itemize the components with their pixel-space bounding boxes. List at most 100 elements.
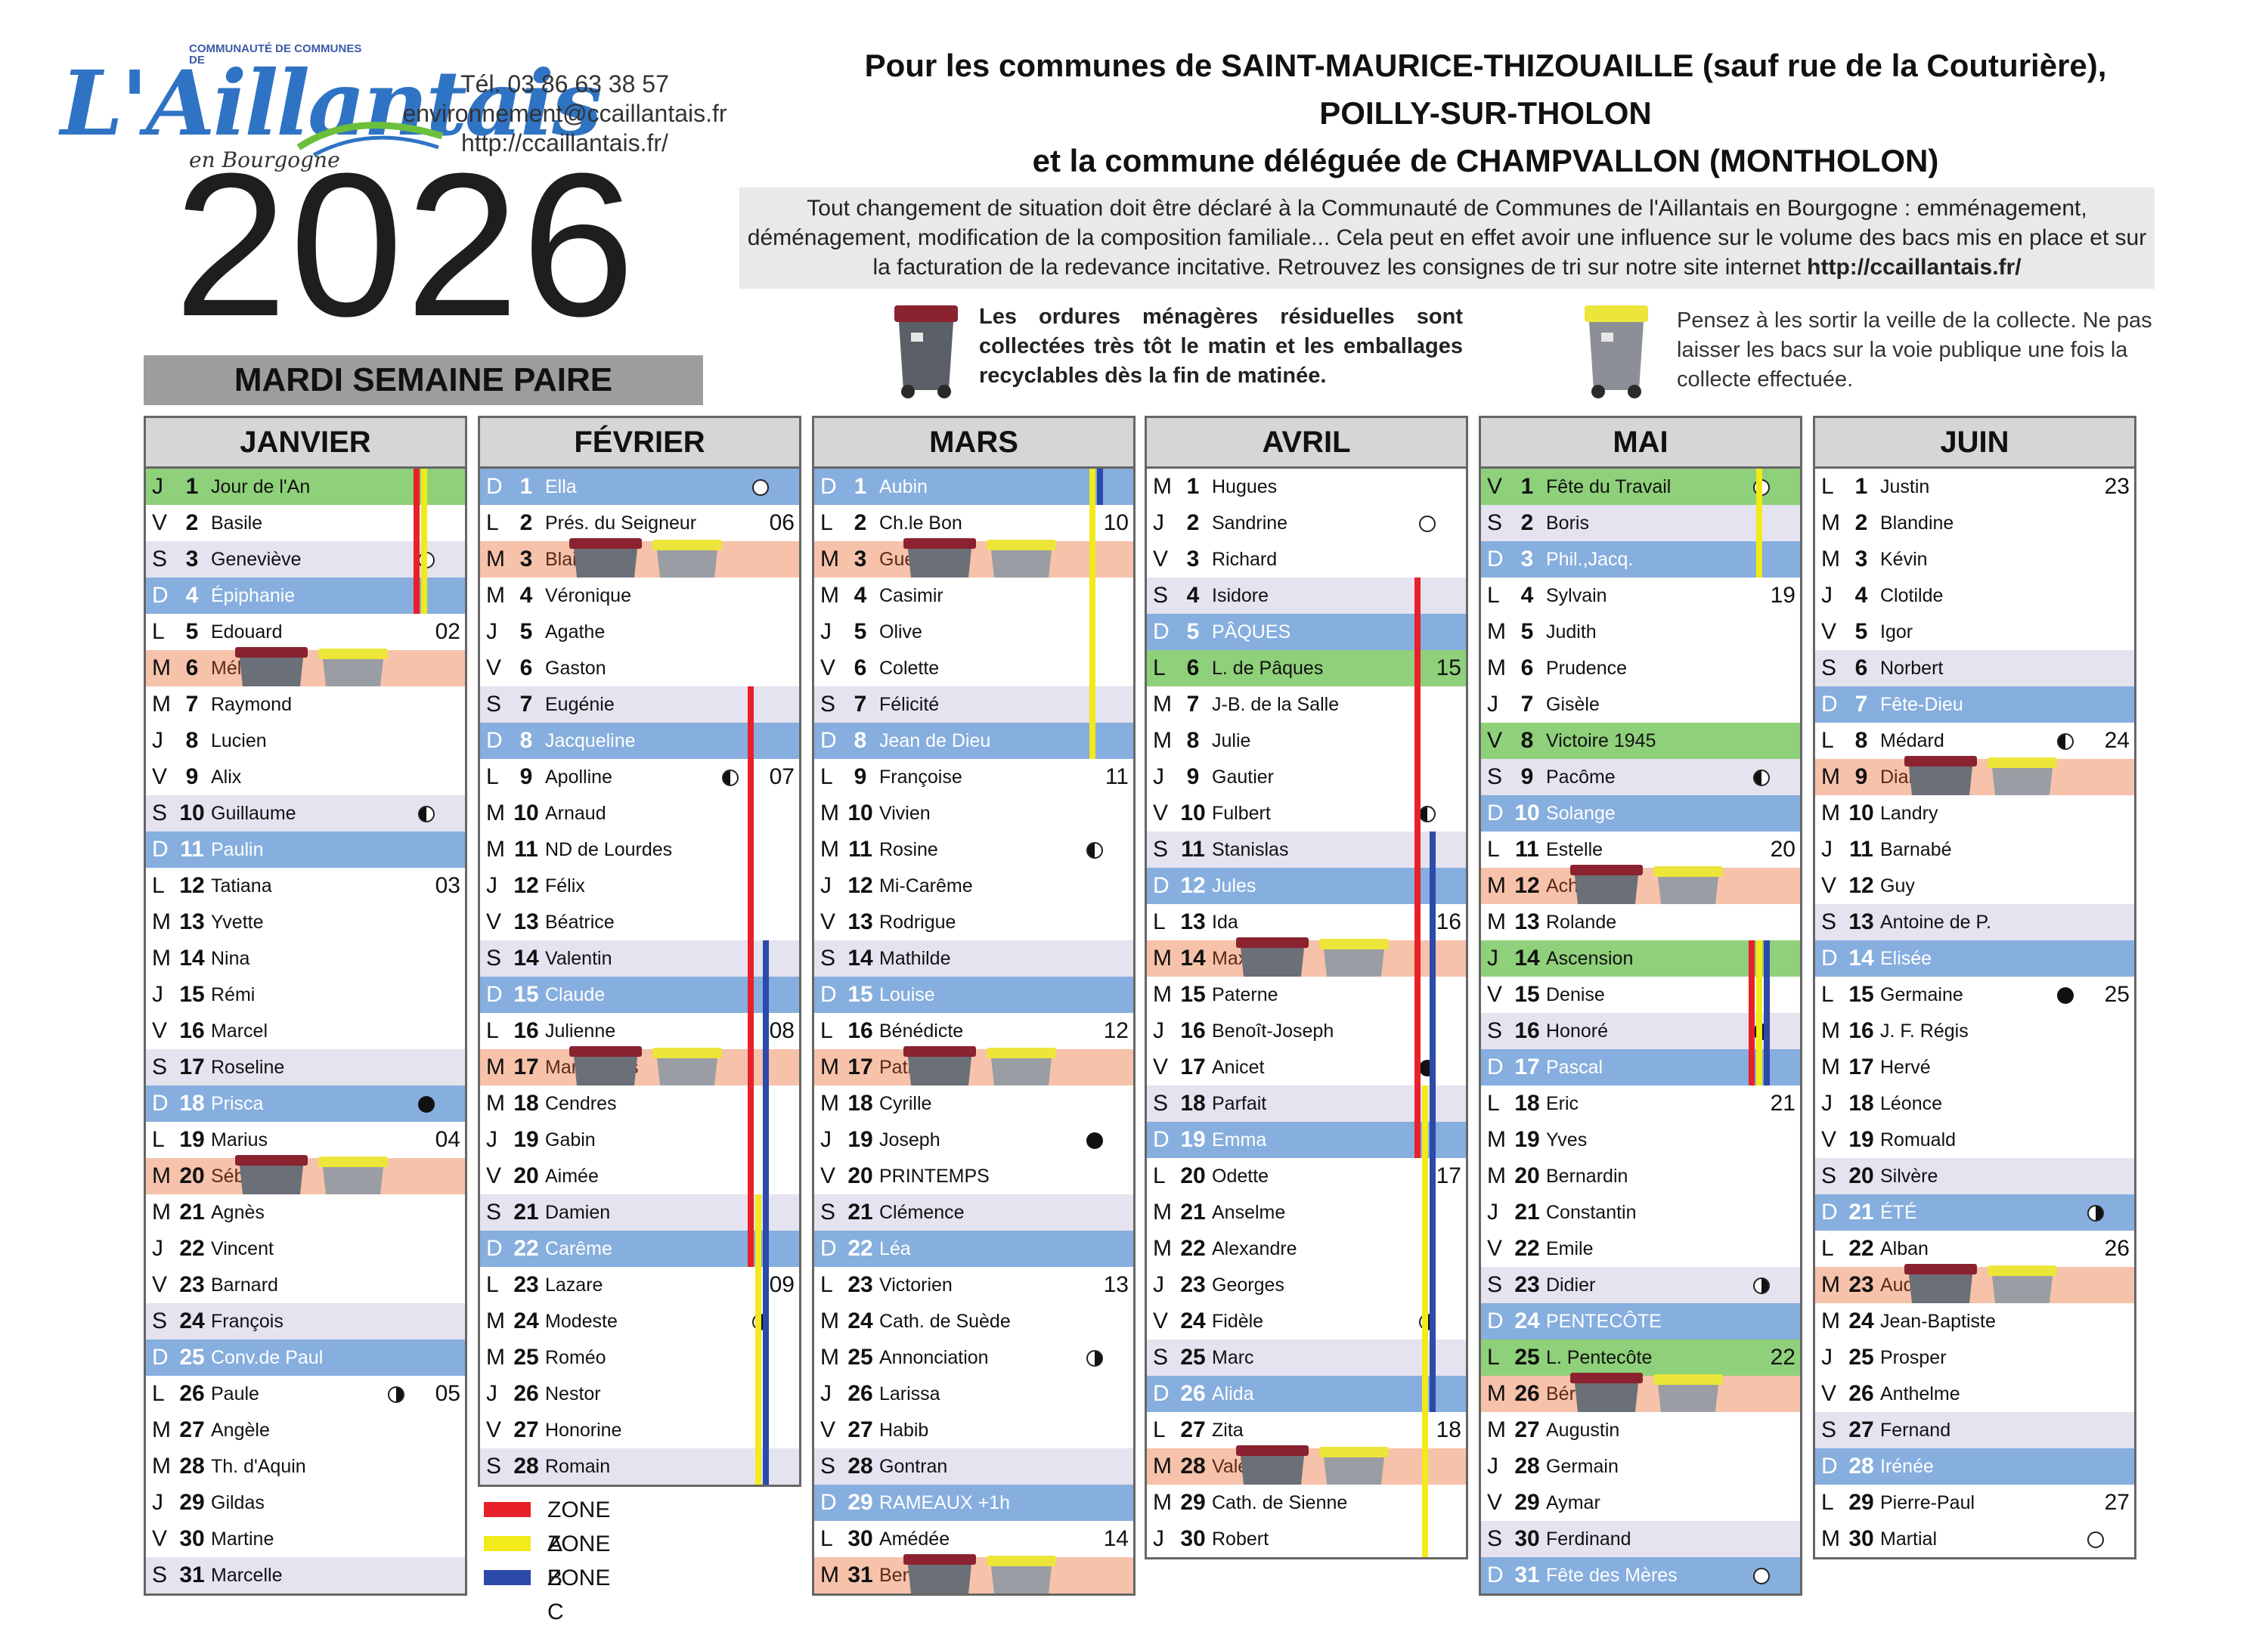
day-number: 18: [847, 1091, 873, 1116]
day-number: 29: [1514, 1490, 1540, 1515]
saint-name: Casimir: [879, 585, 943, 606]
day-row: S 2 Boris: [1481, 505, 1800, 541]
weekday-letter: J: [152, 982, 163, 1007]
day-number: 21: [513, 1200, 539, 1225]
saint-name: Jour de l'An: [211, 476, 311, 497]
day-row: L 5 Edouard 02: [146, 614, 465, 650]
day-row: J 16 Benoît-Joseph: [1147, 1013, 1466, 1049]
day-row: V 8 Victoire 1945: [1481, 723, 1800, 759]
weekday-letter: L: [1487, 1091, 1500, 1116]
weekday-letter: M: [1821, 1526, 1840, 1551]
day-number: 7: [1186, 692, 1200, 717]
day-number: 15: [1848, 982, 1874, 1007]
weekday-letter: J: [486, 619, 497, 644]
day-number: 15: [847, 982, 873, 1007]
weekday-letter: L: [486, 1018, 499, 1043]
day-number: 12: [1848, 873, 1874, 898]
weekday-letter: M: [1153, 1490, 1172, 1515]
saint-name: Kévin: [1880, 549, 1928, 570]
weekday-letter: L: [820, 510, 833, 535]
saint-name: L. Pentecôte: [1546, 1347, 1653, 1368]
weekday-letter: M: [1153, 692, 1172, 717]
weekday-letter: D: [152, 837, 169, 862]
saint-name: Félix: [545, 875, 585, 897]
day-number: 20: [847, 1163, 873, 1188]
day-row: M 28 Th. d'Aquin: [146, 1448, 465, 1485]
day-number: 24: [1514, 1308, 1540, 1333]
day-number: 5: [1854, 619, 1868, 644]
weekday-letter: S: [1153, 583, 1169, 608]
day-number: 21: [1514, 1200, 1540, 1225]
day-number: 11: [1849, 837, 1873, 862]
weekday-letter: D: [820, 1236, 837, 1261]
zone-c-holiday-bar: [1097, 469, 1103, 505]
day-row: J 18 Léonce: [1815, 1085, 2134, 1122]
weekday-letter: M: [1487, 619, 1506, 644]
day-number: 28: [1180, 1454, 1206, 1479]
day-number: 5: [1520, 619, 1534, 644]
day-row: J 2 Sandrine: [1147, 505, 1466, 541]
day-number: 24: [1180, 1308, 1206, 1333]
day-row: M 16 J. F. Régis: [1815, 1013, 2134, 1049]
day-number: 11: [180, 837, 204, 862]
weekday-letter: S: [486, 1454, 502, 1479]
day-row: S 7 Eugénie: [480, 686, 799, 723]
week-number: 09: [769, 1272, 795, 1297]
saint-name: Cendres: [545, 1093, 617, 1114]
saint-name: Apolline: [545, 766, 612, 788]
weekday-letter: M: [152, 1454, 171, 1479]
saint-name: ND de Lourdes: [545, 839, 673, 860]
day-number: 16: [1848, 1018, 1874, 1043]
saint-name: Aimée: [545, 1166, 599, 1187]
day-row: M 27 Augustin: [1481, 1412, 1800, 1448]
day-number: 6: [1520, 655, 1534, 680]
day-row: J 26 Nestor: [480, 1376, 799, 1412]
weekday-letter: M: [1487, 1163, 1506, 1188]
saint-name: Fête du Travail: [1546, 476, 1672, 497]
collection-bins-icon: [903, 1554, 1056, 1593]
day-row: V 17 Anicet: [1147, 1049, 1466, 1085]
weekday-letter: D: [1153, 1381, 1170, 1406]
weekday-letter: M: [1487, 655, 1506, 680]
notice-link[interactable]: http://ccaillantais.fr/: [1807, 255, 2022, 280]
day-row: S 17 Roseline: [146, 1049, 465, 1085]
saint-name: Gisèle: [1546, 694, 1600, 715]
day-row: V 1 Fête du Travail: [1481, 469, 1800, 505]
day-row: M 28 Valérie: [1147, 1445, 1466, 1485]
day-number: 15: [1180, 982, 1206, 1007]
weekday-letter: V: [486, 655, 502, 680]
saint-name: Hugues: [1212, 476, 1278, 497]
day-number: 23: [1514, 1272, 1540, 1297]
day-number: 4: [185, 583, 199, 608]
day-row: D 15 Louise: [814, 977, 1133, 1013]
saint-name: Françoise: [879, 766, 962, 788]
day-row: S 6 Norbert: [1815, 650, 2134, 686]
week-number: 26: [2104, 1236, 2130, 1261]
collection-bins-icon: [569, 538, 722, 578]
day-number: 15: [1514, 982, 1540, 1007]
saint-name: Honorine: [545, 1420, 622, 1441]
saint-name: Cyrille: [879, 1093, 932, 1114]
day-row: D 29 RAMEAUX +1h: [814, 1485, 1133, 1521]
zone-a-holiday-bar: [748, 686, 754, 1267]
saint-name: Ella: [545, 476, 577, 497]
contact-email[interactable]: environnement@ccaillantais.fr: [402, 100, 727, 127]
day-number: 8: [1854, 728, 1868, 753]
contact-block: Tél. 03 86 63 38 57 environnement@ccaill…: [387, 70, 742, 158]
weekday-letter: J: [152, 1236, 163, 1261]
saint-name: PÂQUES: [1212, 621, 1291, 643]
day-number: 29: [179, 1490, 205, 1515]
day-number: 27: [513, 1417, 539, 1442]
day-row: M26Bérengère: [1481, 1373, 1800, 1412]
contact-website[interactable]: http://ccaillantais.fr/: [461, 129, 668, 156]
weekday-letter: S: [1487, 510, 1503, 535]
day-number: 22: [847, 1236, 873, 1261]
day-row: M 5 Judith: [1481, 614, 1800, 650]
day-row: V 9 Alix: [146, 759, 465, 795]
collection-bins-icon: [1904, 756, 2057, 795]
day-number: 3: [519, 547, 533, 571]
saint-name: Alexandre: [1212, 1238, 1297, 1259]
day-row: D 21 ÉTÉ: [1815, 1194, 2134, 1231]
day-number: 29: [1848, 1490, 1874, 1515]
saint-name: J-B. de la Salle: [1212, 694, 1340, 715]
